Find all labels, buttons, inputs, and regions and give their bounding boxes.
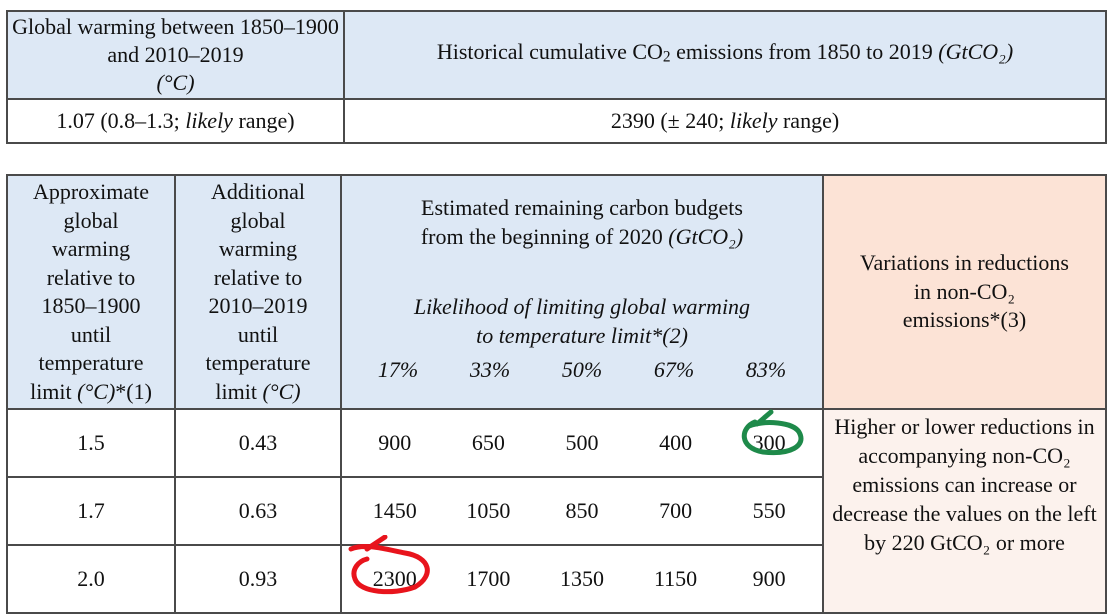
- likelihood-50: 50%: [561, 357, 603, 382]
- header-line: 2010–2019: [208, 293, 308, 318]
- historical-summary-table: Global warming between 1850–1900 and 201…: [6, 10, 1107, 144]
- header-text: emissions from 1850 to 2019: [670, 39, 939, 65]
- likelihood-title: Likelihood of limiting global warming: [413, 294, 751, 319]
- header-line: warming: [218, 236, 298, 261]
- likelihood-17: 17%: [377, 357, 419, 382]
- header-text: Historical cumulative CO: [436, 39, 663, 65]
- budget-value: 1150: [653, 565, 698, 591]
- budget-value: 500: [565, 429, 599, 455]
- value-italic: likely: [729, 108, 778, 133]
- budget-value: 400: [659, 429, 693, 455]
- header-unit: (°C): [77, 378, 116, 404]
- header-line: relative to: [46, 264, 136, 290]
- budget-value: 650: [471, 429, 505, 455]
- likelihood-percentages: 17% 33% 50% 67% 83%: [342, 356, 822, 385]
- value-text: 1.07 (0.8–1.3;: [56, 108, 186, 133]
- header-unit: (GtCO₂): [938, 39, 1014, 65]
- value-cumulative-emissions: 2390 (± 240; likely range): [343, 98, 1107, 144]
- value-text: range): [232, 108, 295, 133]
- footnote-ref: *(1): [115, 378, 152, 404]
- budget-title-line: from the beginning of 2020: [420, 223, 669, 249]
- header-cumulative-emissions: Historical cumulative CO2 emissions from…: [343, 10, 1107, 100]
- budget-cells: 2300 1700 1350 1150 900: [340, 544, 824, 614]
- header-line: temperature: [205, 350, 311, 375]
- header-line: Approximate: [32, 179, 150, 204]
- budget-value: 850: [565, 497, 599, 523]
- variations-note: Higher or lower reductions in accompanyi…: [822, 408, 1107, 614]
- header-variations: Variations in reductions in non-CO₂ emis…: [822, 174, 1107, 410]
- budget-value: 550: [752, 497, 786, 523]
- header-global-warming: Global warming between 1850–1900 and 201…: [6, 10, 345, 100]
- budget-title-line: Estimated remaining carbon budgets: [421, 195, 743, 220]
- header-approx-warming: Approximate global warming relative to 1850–…: [6, 174, 176, 410]
- additional-cell: 0.43: [174, 408, 342, 478]
- budget-value: 2300: [372, 565, 417, 591]
- budget-unit: (GtCO₂): [668, 223, 744, 249]
- header-line: limit: [215, 378, 263, 404]
- header-unit: (°C): [262, 378, 301, 404]
- additional-cell: 0.63: [174, 476, 342, 546]
- variations-line: Variations in reductions: [860, 250, 1069, 276]
- warming-cell: 1.5: [6, 408, 176, 478]
- header-line: temperature: [38, 350, 144, 375]
- header-line: limit: [30, 378, 78, 404]
- additional-cell: 0.93: [174, 544, 342, 614]
- header-line: global: [230, 207, 286, 233]
- value-text: range): [777, 108, 840, 133]
- likelihood-33: 33%: [469, 357, 511, 382]
- header-line: relative to: [213, 264, 303, 290]
- header-line: global: [63, 207, 119, 233]
- warming-cell: 2.0: [6, 544, 176, 614]
- table-row: 1.5 0.43 900 650 500 400 300 Higher or l…: [6, 408, 1107, 614]
- likelihood-83: 83%: [745, 357, 787, 382]
- warming-cell: 1.7: [6, 476, 176, 546]
- budget-value: 300: [752, 429, 786, 455]
- variations-line: emissions*(3): [902, 307, 1027, 333]
- value-italic: likely: [185, 108, 233, 133]
- likelihood-title: to temperature limit*(2): [476, 322, 688, 348]
- budget-value: 900: [378, 429, 412, 455]
- budget-cells: 1450 1050 850 700 550: [340, 476, 824, 546]
- budget-value: 1700: [466, 565, 511, 591]
- header-text: Global warming between 1850–1900 and 201…: [12, 14, 339, 67]
- budget-value: 900: [752, 565, 786, 591]
- budget-value: 1350: [559, 565, 604, 591]
- header-line: warming: [51, 236, 131, 261]
- header-line: 1850–1900: [41, 293, 141, 318]
- budget-value: 1050: [466, 497, 511, 523]
- header-additional-warming: Additional global warming relative to 2010–2…: [174, 174, 342, 410]
- header-line: until: [237, 321, 279, 347]
- header-remaining-budgets: Estimated remaining carbon budgets from …: [340, 174, 824, 410]
- subscript: 2: [662, 48, 671, 66]
- budget-cells: 900 650 500 400 300: [340, 408, 824, 478]
- table-row: 1.7 0.63 1450 1050 850 700 550: [6, 476, 1106, 546]
- budget-value: 700: [659, 497, 693, 523]
- header-line: Additional: [210, 179, 306, 204]
- carbon-budget-table: Approximate global warming relative to 1850–…: [6, 174, 1107, 614]
- likelihood-67: 67%: [653, 357, 695, 382]
- header-line: until: [70, 321, 112, 347]
- value-global-warming: 1.07 (0.8–1.3; likely range): [6, 98, 345, 144]
- value-text: 2390 (± 240;: [610, 108, 730, 133]
- budget-value: 1450: [372, 497, 417, 523]
- variations-line: in non-CO₂: [913, 278, 1016, 304]
- header-unit: (°C): [156, 70, 195, 95]
